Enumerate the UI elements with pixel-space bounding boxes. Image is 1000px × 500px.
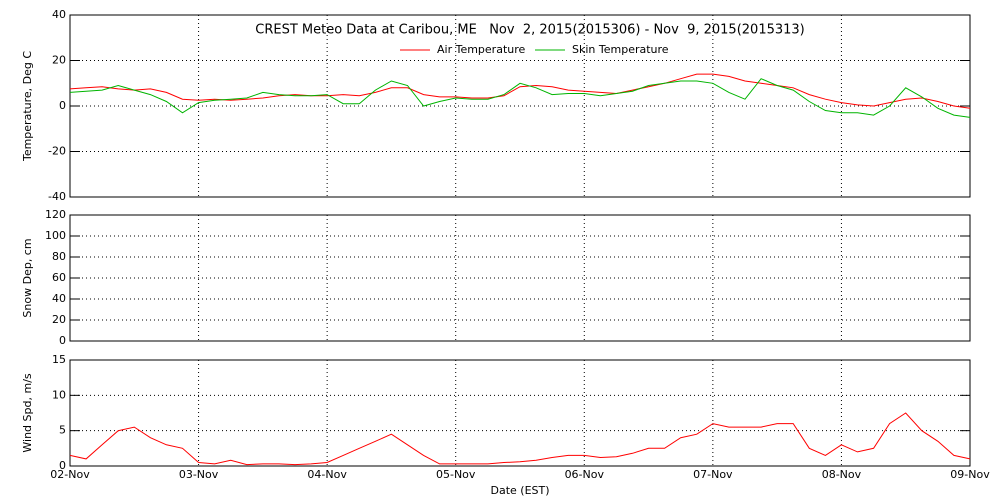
- y-tick-label: 15: [52, 353, 66, 366]
- data-line: [69, 412, 971, 466]
- x-tick-label: 03-Nov: [179, 468, 219, 481]
- x-tick-label: 06-Nov: [565, 468, 605, 481]
- data-line: [69, 73, 971, 109]
- y-axis-label: Temperature, Deg C: [21, 51, 34, 162]
- chart-title: CREST Meteo Data at Caribou, ME Nov 2, 2…: [255, 23, 805, 38]
- x-tick-label: 05-Nov: [436, 468, 476, 481]
- y-tick-label: 40: [52, 8, 66, 21]
- y-axis-label: Snow Dep, cm: [21, 238, 34, 317]
- x-tick-label: 08-Nov: [822, 468, 862, 481]
- y-tick-label: 0: [59, 99, 66, 112]
- y-tick-label: 60: [52, 271, 66, 284]
- y-tick-label: 80: [52, 250, 66, 263]
- y-tick-label: 120: [45, 208, 66, 221]
- x-tick-label: 02-Nov: [50, 468, 90, 481]
- plot-frame: [69, 359, 971, 467]
- y-tick-label: 5: [59, 424, 66, 437]
- plot-frame: [69, 214, 971, 342]
- legend-label: Skin Temperature: [572, 43, 669, 56]
- x-tick-label: 09-Nov: [950, 468, 990, 481]
- y-tick-label: -40: [48, 190, 66, 203]
- x-tick-label: 07-Nov: [693, 468, 733, 481]
- y-tick-label: 0: [59, 459, 66, 472]
- y-tick-label: 100: [45, 229, 66, 242]
- y-tick-label: 40: [52, 292, 66, 305]
- x-axis-label: Date (EST): [490, 484, 549, 497]
- data-line: [69, 78, 971, 118]
- x-tick-label: 04-Nov: [307, 468, 347, 481]
- plot-frame: [69, 14, 971, 198]
- y-tick-label: 0: [59, 334, 66, 347]
- y-tick-label: 20: [52, 313, 66, 326]
- legend-label: Air Temperature: [437, 43, 526, 56]
- y-tick-label: 10: [52, 388, 66, 401]
- y-axis-label: Wind Spd, m/s: [21, 373, 34, 453]
- y-tick-label: 20: [52, 54, 66, 67]
- y-tick-label: -20: [48, 145, 66, 158]
